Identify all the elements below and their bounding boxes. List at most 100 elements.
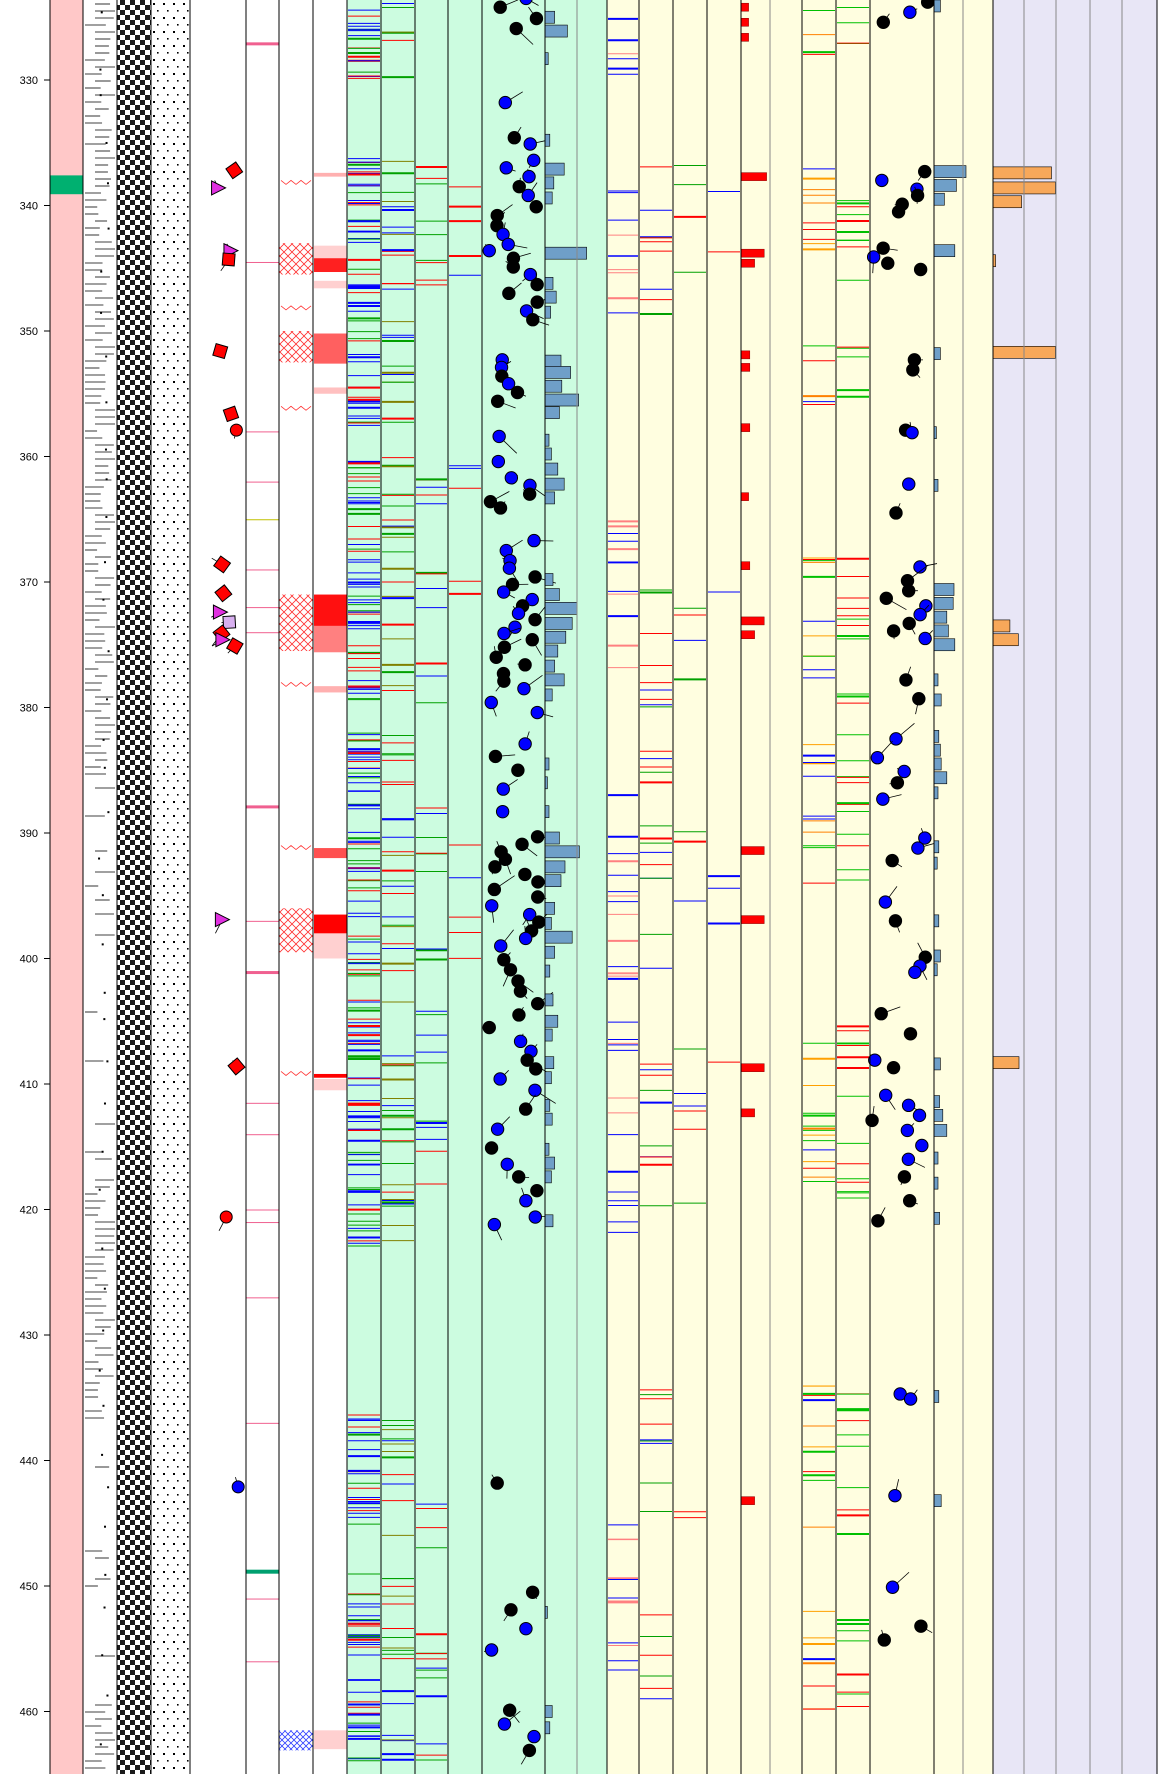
feature-triangle — [212, 604, 229, 620]
stereonet-a-point — [482, 243, 496, 258]
stereonet-a-point — [496, 782, 510, 796]
interval-line — [246, 1222, 279, 1224]
stereonet-a-point — [519, 0, 533, 6]
lithology-dot — [103, 991, 106, 994]
histogram-c-bar — [992, 633, 1019, 647]
stereonet-a-point — [511, 763, 525, 777]
histogram-b-bar — [933, 347, 941, 360]
stereonet-a-point — [507, 131, 521, 145]
histogram-b-bar — [933, 179, 957, 192]
stereonet-a-point — [506, 260, 520, 274]
histogram-a-bar — [544, 1156, 555, 1170]
histogram-a-bar — [544, 831, 560, 845]
stereonet-a-point — [503, 963, 518, 977]
track-bg-22 — [836, 0, 870, 1774]
stereonet-a-point — [493, 501, 508, 515]
track-bg-15 — [607, 0, 639, 1774]
stereonet-b-point — [912, 692, 926, 706]
histogram-a-bar — [544, 1721, 551, 1735]
histogram-a-bar — [544, 393, 579, 407]
zigzag-mark — [280, 405, 312, 411]
lithology-dot — [107, 227, 110, 230]
feature-triangle — [215, 631, 232, 648]
stereonet-a-point — [497, 953, 511, 967]
feature-square — [222, 615, 237, 630]
feature-triangle — [214, 911, 231, 928]
histogram-a-bar — [544, 901, 555, 915]
interval-line — [246, 431, 279, 433]
stereonet-a-point — [530, 705, 544, 720]
histogram-a-bar — [544, 1071, 552, 1085]
interval-line — [246, 1134, 279, 1136]
stereonet-b-point — [897, 764, 911, 779]
histogram-a-bar — [544, 845, 580, 859]
stereonet-b-point — [912, 1108, 927, 1123]
histogram-b-bar — [933, 610, 948, 624]
stereonet-a-point — [493, 1072, 507, 1086]
stereonet-b-point — [878, 1088, 893, 1102]
lithology-dot — [107, 811, 110, 814]
lithology-dot — [99, 94, 102, 97]
stereonet-b-point — [888, 1488, 902, 1503]
lithology-dot — [103, 1606, 106, 1609]
fill-bar — [314, 333, 347, 364]
stereonet-a-point — [499, 161, 513, 175]
stereonet-b-point — [914, 1619, 928, 1633]
lithology-dot — [100, 311, 103, 314]
fill-bar — [314, 914, 347, 934]
stereonet-a-point — [521, 188, 535, 203]
histogram-a-bar — [544, 10, 555, 24]
depth-tick-label: 370 — [20, 577, 38, 589]
histogram-b-bar — [933, 597, 954, 610]
stereonet-b-point — [897, 1170, 912, 1184]
stereonet-b-point — [871, 1214, 885, 1228]
stereonet-a-point — [530, 1183, 544, 1198]
interval-line — [246, 519, 279, 521]
track-bg-20 — [770, 0, 802, 1774]
interval-line — [246, 261, 279, 263]
feature-diamond — [227, 1057, 246, 1076]
fill-bar — [314, 387, 347, 394]
stereonet-a-point — [497, 1717, 512, 1731]
feature-diamond — [225, 637, 244, 655]
histogram-b-bar — [933, 949, 941, 963]
lithology-dot — [99, 68, 102, 71]
stereonet-a-point — [505, 577, 520, 592]
depth-tick-label: 440 — [20, 1456, 38, 1468]
depth-tick-label: 360 — [20, 452, 38, 464]
track-bg-9 — [381, 0, 415, 1774]
lithology-dot — [106, 182, 109, 185]
stereonet-a-point — [484, 1643, 499, 1657]
track-bg-25 — [963, 0, 993, 1774]
red-tick — [740, 350, 751, 360]
stereonet-b-point — [889, 732, 903, 746]
stereonet-b-point — [900, 1123, 915, 1138]
histogram-a-bar — [544, 757, 550, 771]
red-tick — [740, 1496, 755, 1505]
histogram-a-bar — [544, 630, 567, 644]
zigzag-mark — [280, 179, 312, 185]
track-bg-0 — [50, 0, 83, 1774]
stereonet-a-point — [530, 996, 545, 1011]
lithology-dot — [103, 766, 106, 769]
histogram-a-bar — [544, 24, 568, 38]
track-bg-28 — [1056, 0, 1090, 1774]
stereonet-a-point — [512, 179, 526, 194]
stereonet-b-point — [918, 631, 932, 646]
histogram-b-bar — [933, 1124, 948, 1137]
lithology-dot — [102, 738, 105, 741]
lithology-dot — [104, 1525, 107, 1528]
red-tick — [740, 1063, 765, 1072]
histogram-a-bar — [544, 406, 560, 419]
stereonet-a-point — [528, 570, 542, 584]
interval-line — [246, 1422, 279, 1424]
histogram-b-bar — [933, 479, 939, 492]
stereonet-b-point — [879, 591, 893, 606]
stereonet-a-point — [496, 585, 511, 599]
lithology-dot — [103, 1102, 106, 1105]
stereonet-a-point — [522, 487, 537, 501]
lithology-dot — [105, 355, 108, 358]
histogram-a-bar — [544, 1214, 554, 1228]
stereonet-b-point — [868, 1053, 882, 1067]
histogram-b-bar — [933, 244, 956, 257]
